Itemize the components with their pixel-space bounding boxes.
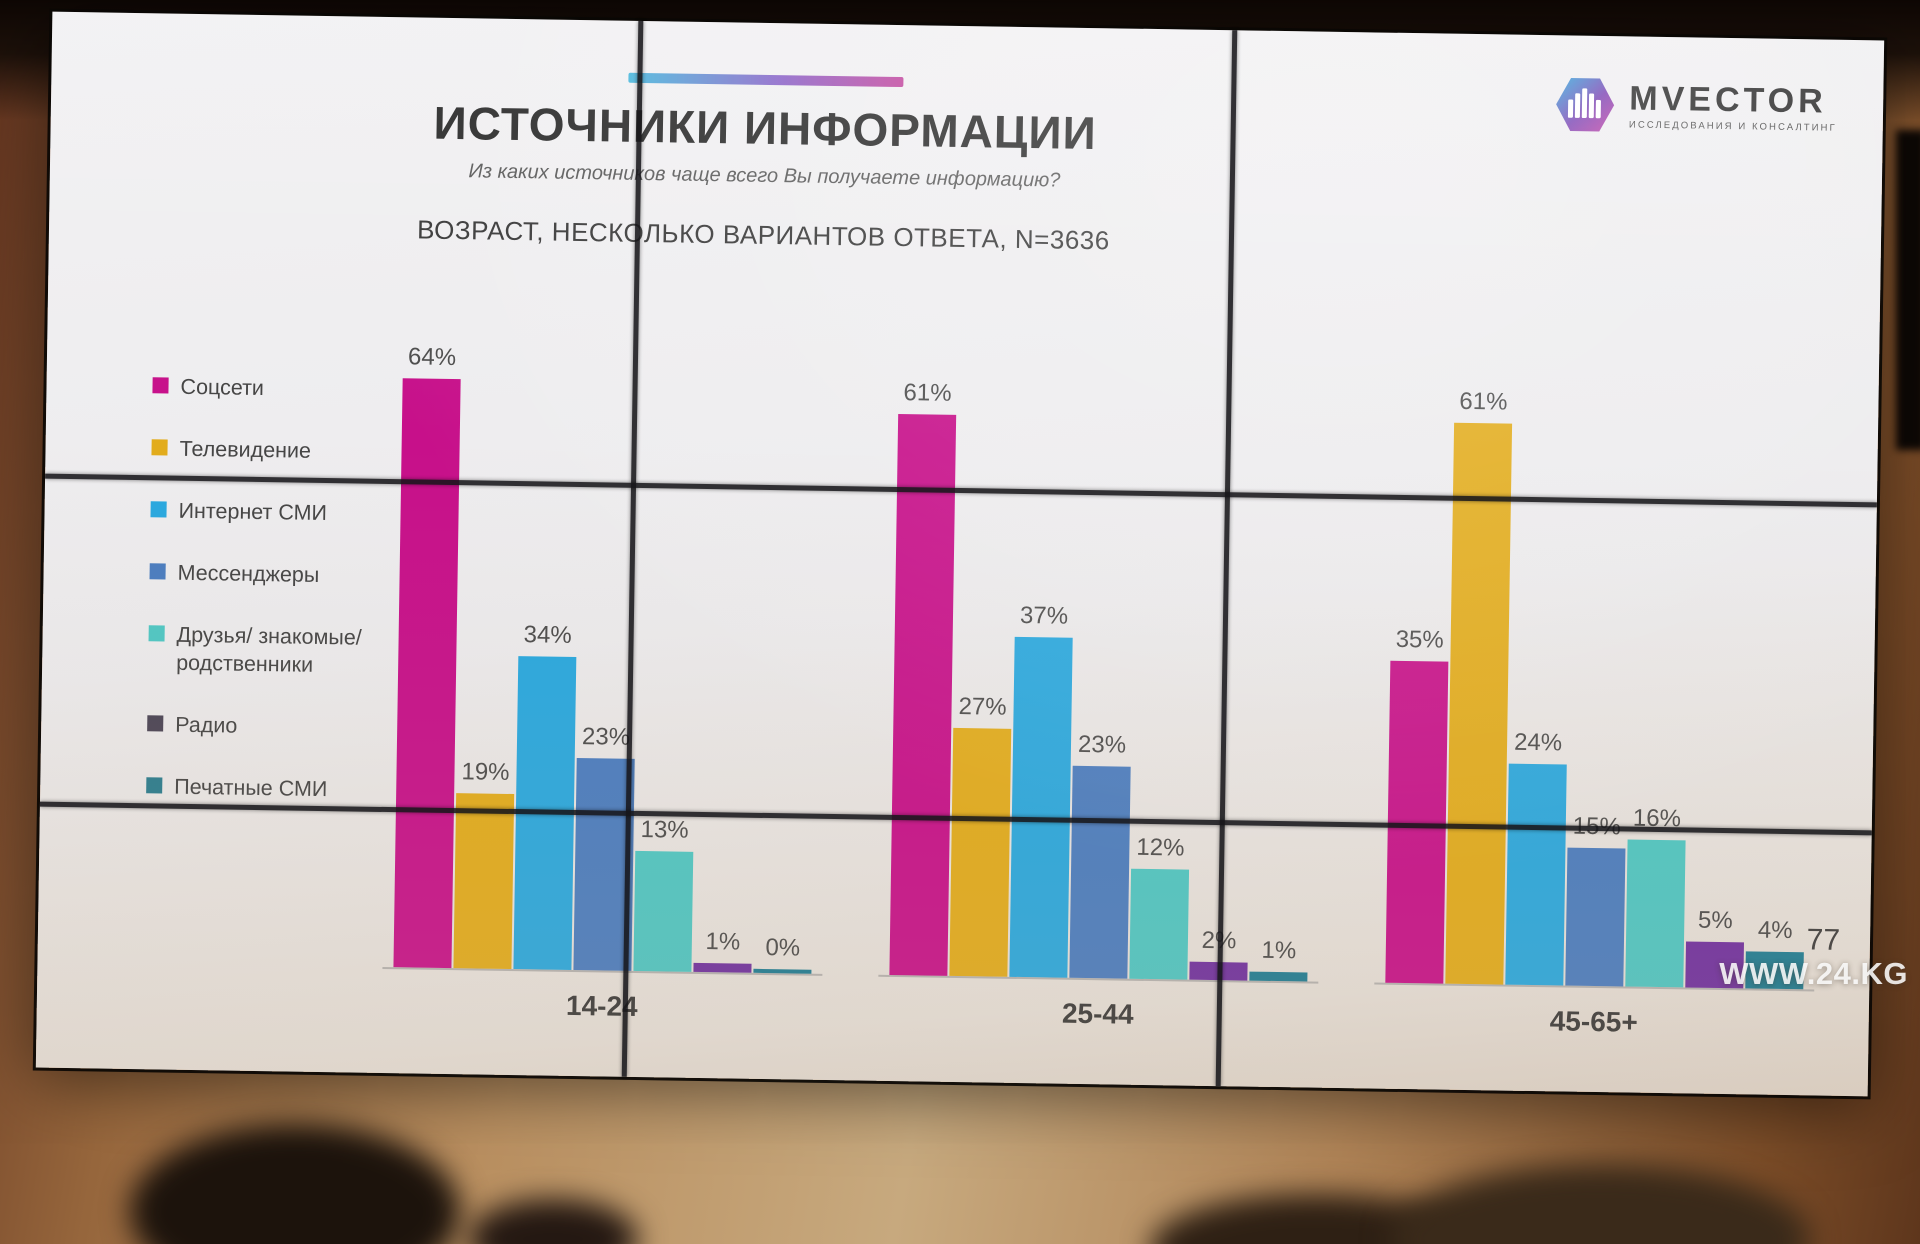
bar-value-label: 23%: [581, 723, 631, 752]
bar-value-label: 19%: [461, 758, 510, 787]
bar-plot: 64% 19% 34% 23% 13% 1% 0%: [382, 344, 832, 974]
chart-groups: 64% 19% 34% 23% 13% 1% 0% 14-24 61% 27% 37% 23% 12% 2…: [382, 344, 1825, 1042]
wall-right-shadow: [1896, 130, 1920, 450]
bar: [889, 413, 957, 976]
legend-label: Интернет СМИ: [178, 498, 328, 525]
bar-Соцсети-14-24: 64%: [393, 343, 461, 969]
page-number: 77: [1806, 923, 1841, 957]
bar: [693, 962, 752, 973]
bar: [393, 378, 461, 969]
logo-tagline: ИССЛЕДОВАНИЯ И КОНСАЛТИНГ: [1628, 118, 1837, 134]
presentation-screen: ИСТОЧНИКИ ИНФОРМАЦИИ Из каких источников…: [35, 11, 1885, 1097]
legend-label: Радио: [175, 712, 238, 738]
bar-value-label: 23%: [1077, 731, 1127, 760]
legend-label: Печатные СМИ: [174, 774, 328, 801]
age-group-45-65+: 35%61%24%15%16%5%4%45-65+: [1374, 363, 1825, 1042]
bar-value-label: 24%: [1513, 728, 1563, 757]
bar-value-label: 12%: [1136, 833, 1185, 862]
legend-label: Телевидение: [179, 436, 312, 463]
legend-swatch: [148, 625, 165, 642]
bar: [453, 793, 515, 970]
bar-plot: 35%61%24%15%16%5%4%: [1374, 363, 1824, 990]
legend-swatch: [152, 377, 169, 394]
bar-value-label: 37%: [1019, 601, 1069, 630]
bar: [1565, 847, 1626, 987]
bar-Телевидение-25-44: 27%: [949, 692, 1012, 977]
bar-value-label: 27%: [958, 692, 1007, 721]
bar-Интернет СМИ-45-65+: 24%: [1505, 729, 1567, 986]
chart-legend: Соцсети Телевидение Интернет СМИ Мессенджер…: [145, 373, 404, 838]
bar: [633, 851, 694, 972]
bar-value-label: 4%: [1757, 916, 1793, 945]
mvector-logo: MVECTOR ИССЛЕДОВАНИЯ И КОНСАЛТИНГ: [1553, 75, 1838, 137]
bar: [1445, 422, 1513, 985]
bar-Интернет СМИ-14-24: 34%: [513, 621, 577, 970]
bar-value-label: 61%: [1459, 387, 1508, 416]
group-label: 45-65+: [1549, 1005, 1638, 1038]
audience-silhouette-4: [1390, 1164, 1810, 1244]
bar-value-label: 1%: [705, 927, 741, 956]
survey-note: ВОЗРАСТ, НЕСКОЛЬКО ВАРИАНТОВ ОТВЕТА, N=3…: [416, 214, 1110, 256]
bar-Соцсети-25-44: 61%: [889, 378, 957, 976]
bar-Телевидение-14-24: 19%: [453, 758, 515, 970]
logo-hexagon-icon: [1556, 78, 1615, 132]
bar: [1009, 636, 1073, 978]
bar-value-label: 34%: [523, 621, 572, 650]
audience-silhouette-2: [468, 1199, 638, 1244]
group-label: 25-44: [1061, 997, 1134, 1030]
bar: [949, 727, 1012, 977]
legend-swatch: [147, 714, 164, 732]
chart-area: 64% 19% 34% 23% 13% 1% 0% 14-24 61% 27% 37% 23% 12% 2…: [382, 344, 1825, 1042]
group-label: 14-24: [565, 989, 638, 1022]
bar: [1625, 839, 1686, 988]
age-group-25-44: 61%27%37%23%12%2%1%25-44: [878, 355, 1329, 1034]
bar-Печатные СМИ-14-24: 0%: [753, 934, 812, 974]
bar-value-label: 13%: [640, 816, 689, 845]
page-title: ИСТОЧНИКИ ИНФОРМАЦИИ: [433, 96, 1098, 160]
slide: ИСТОЧНИКИ ИНФОРМАЦИИ Из каких источников…: [36, 12, 1884, 1097]
bar-value-label: 61%: [903, 378, 952, 407]
bar-Телевидение-45-65+: 61%: [1445, 387, 1513, 985]
title-block: ИСТОЧНИКИ ИНФОРМАЦИИ Из каких источников…: [49, 64, 1481, 262]
bar-Друзья/ знакомые/ родственники-14-24: 13%: [633, 816, 694, 972]
legend-item-4: Мессенджеры: [149, 559, 401, 591]
logo-text: MVECTOR ИССЛЕДОВАНИЯ И КОНСАЛТИНГ: [1628, 78, 1838, 134]
accent-bar: [628, 72, 904, 88]
legend-label: Друзья/ знакомые/ родственники: [176, 622, 362, 677]
legend-swatch: [150, 501, 167, 518]
age-group-14-24: 64% 19% 34% 23% 13% 1% 0% 14-24: [382, 344, 833, 1026]
bar: [1129, 868, 1190, 980]
bar-value-label: 1%: [1261, 936, 1297, 965]
legend-item-3: Интернет СМИ: [150, 497, 402, 529]
legend-label: Соцсети: [180, 374, 265, 401]
bar: [1249, 971, 1308, 982]
bar: [1069, 766, 1131, 979]
bar-Радио-14-24: 1%: [693, 928, 752, 973]
bar-Друзья/ знакомые/ родственники-25-44: 12%: [1129, 833, 1190, 980]
bar-plot: 61%27%37%23%12%2%1%: [878, 355, 1328, 982]
legend-swatch: [149, 563, 166, 580]
news-site-watermark: WWW.24.KG: [1719, 956, 1908, 991]
bar-Соцсети-45-65+: 35%: [1385, 626, 1449, 984]
bar-value-label: 35%: [1395, 625, 1444, 654]
legend-item-2: Телевидение: [151, 435, 403, 467]
legend-item-1: Соцсети: [152, 373, 404, 405]
legend-label: Мессенджеры: [177, 560, 320, 587]
bar-value-label: 0%: [765, 933, 801, 962]
logo-brand: MVECTOR: [1629, 78, 1828, 121]
bar-Мессенджеры-45-65+: 15%: [1565, 813, 1626, 987]
bar-value-label: 5%: [1697, 906, 1733, 935]
bar-value-label: 64%: [407, 343, 457, 372]
legend-swatch: [151, 439, 168, 456]
legend-swatch: [146, 776, 163, 794]
bar-Мессенджеры-25-44: 23%: [1069, 731, 1131, 979]
legend-item-5: Друзья/ знакомые/ родственники: [148, 621, 401, 681]
bar: [1505, 763, 1567, 986]
bar-Печатные СМИ-25-44: 1%: [1249, 936, 1308, 982]
legend-item-6: Радио: [147, 711, 399, 743]
audience-silhouette-1: [130, 1124, 460, 1244]
bar-Интернет СМИ-25-44: 37%: [1009, 601, 1073, 978]
legend-item-7: Печатные СМИ: [146, 773, 398, 805]
